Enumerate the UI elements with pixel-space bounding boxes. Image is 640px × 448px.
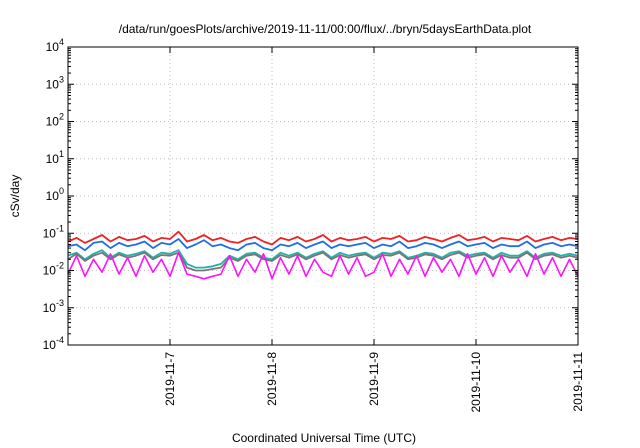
series-line-3 (67, 249, 579, 269)
y-tick-label: 10-3 (43, 298, 64, 315)
series-line-1 (67, 230, 579, 246)
x-tick-label: 2019-11-7 (163, 352, 177, 406)
x-tick-label: 2019-11-9 (367, 352, 381, 406)
grid-lines (68, 47, 578, 345)
x-axis-label: Coordinated Universal Time (UTC) (232, 431, 416, 445)
series-lines (67, 230, 579, 280)
y-axis-label: cSv/day (8, 175, 22, 218)
x-tick-label: 2019-11-11 (571, 352, 585, 412)
y-tick-label: 10-2 (43, 261, 64, 278)
x-tick-label: 2019-11-8 (265, 352, 279, 406)
y-tick-label: 10-1 (43, 223, 64, 240)
series-line-4 (67, 251, 579, 272)
y-tick-label: 102 (46, 112, 64, 129)
y-tick-label: 104 (46, 37, 64, 54)
series-line-5 (67, 251, 579, 280)
series-line-2 (67, 238, 579, 252)
x-axis: 2019-11-7 2019-11-8 2019-11-9 2019-11-10 201… (163, 47, 585, 413)
chart-title: /data/run/goesPlots/archive/2019-11-11/0… (119, 22, 532, 36)
y-axis: 10-4 10-3 10-2 10-1 100 101 102 103 104 (43, 37, 578, 352)
y-tick-label: 100 (46, 186, 64, 203)
y-tick-label: 101 (46, 149, 64, 166)
x-tick-label: 2019-11-10 (469, 352, 483, 413)
y-tick-label: 103 (46, 74, 64, 91)
y-tick-label: 10-4 (43, 335, 64, 352)
